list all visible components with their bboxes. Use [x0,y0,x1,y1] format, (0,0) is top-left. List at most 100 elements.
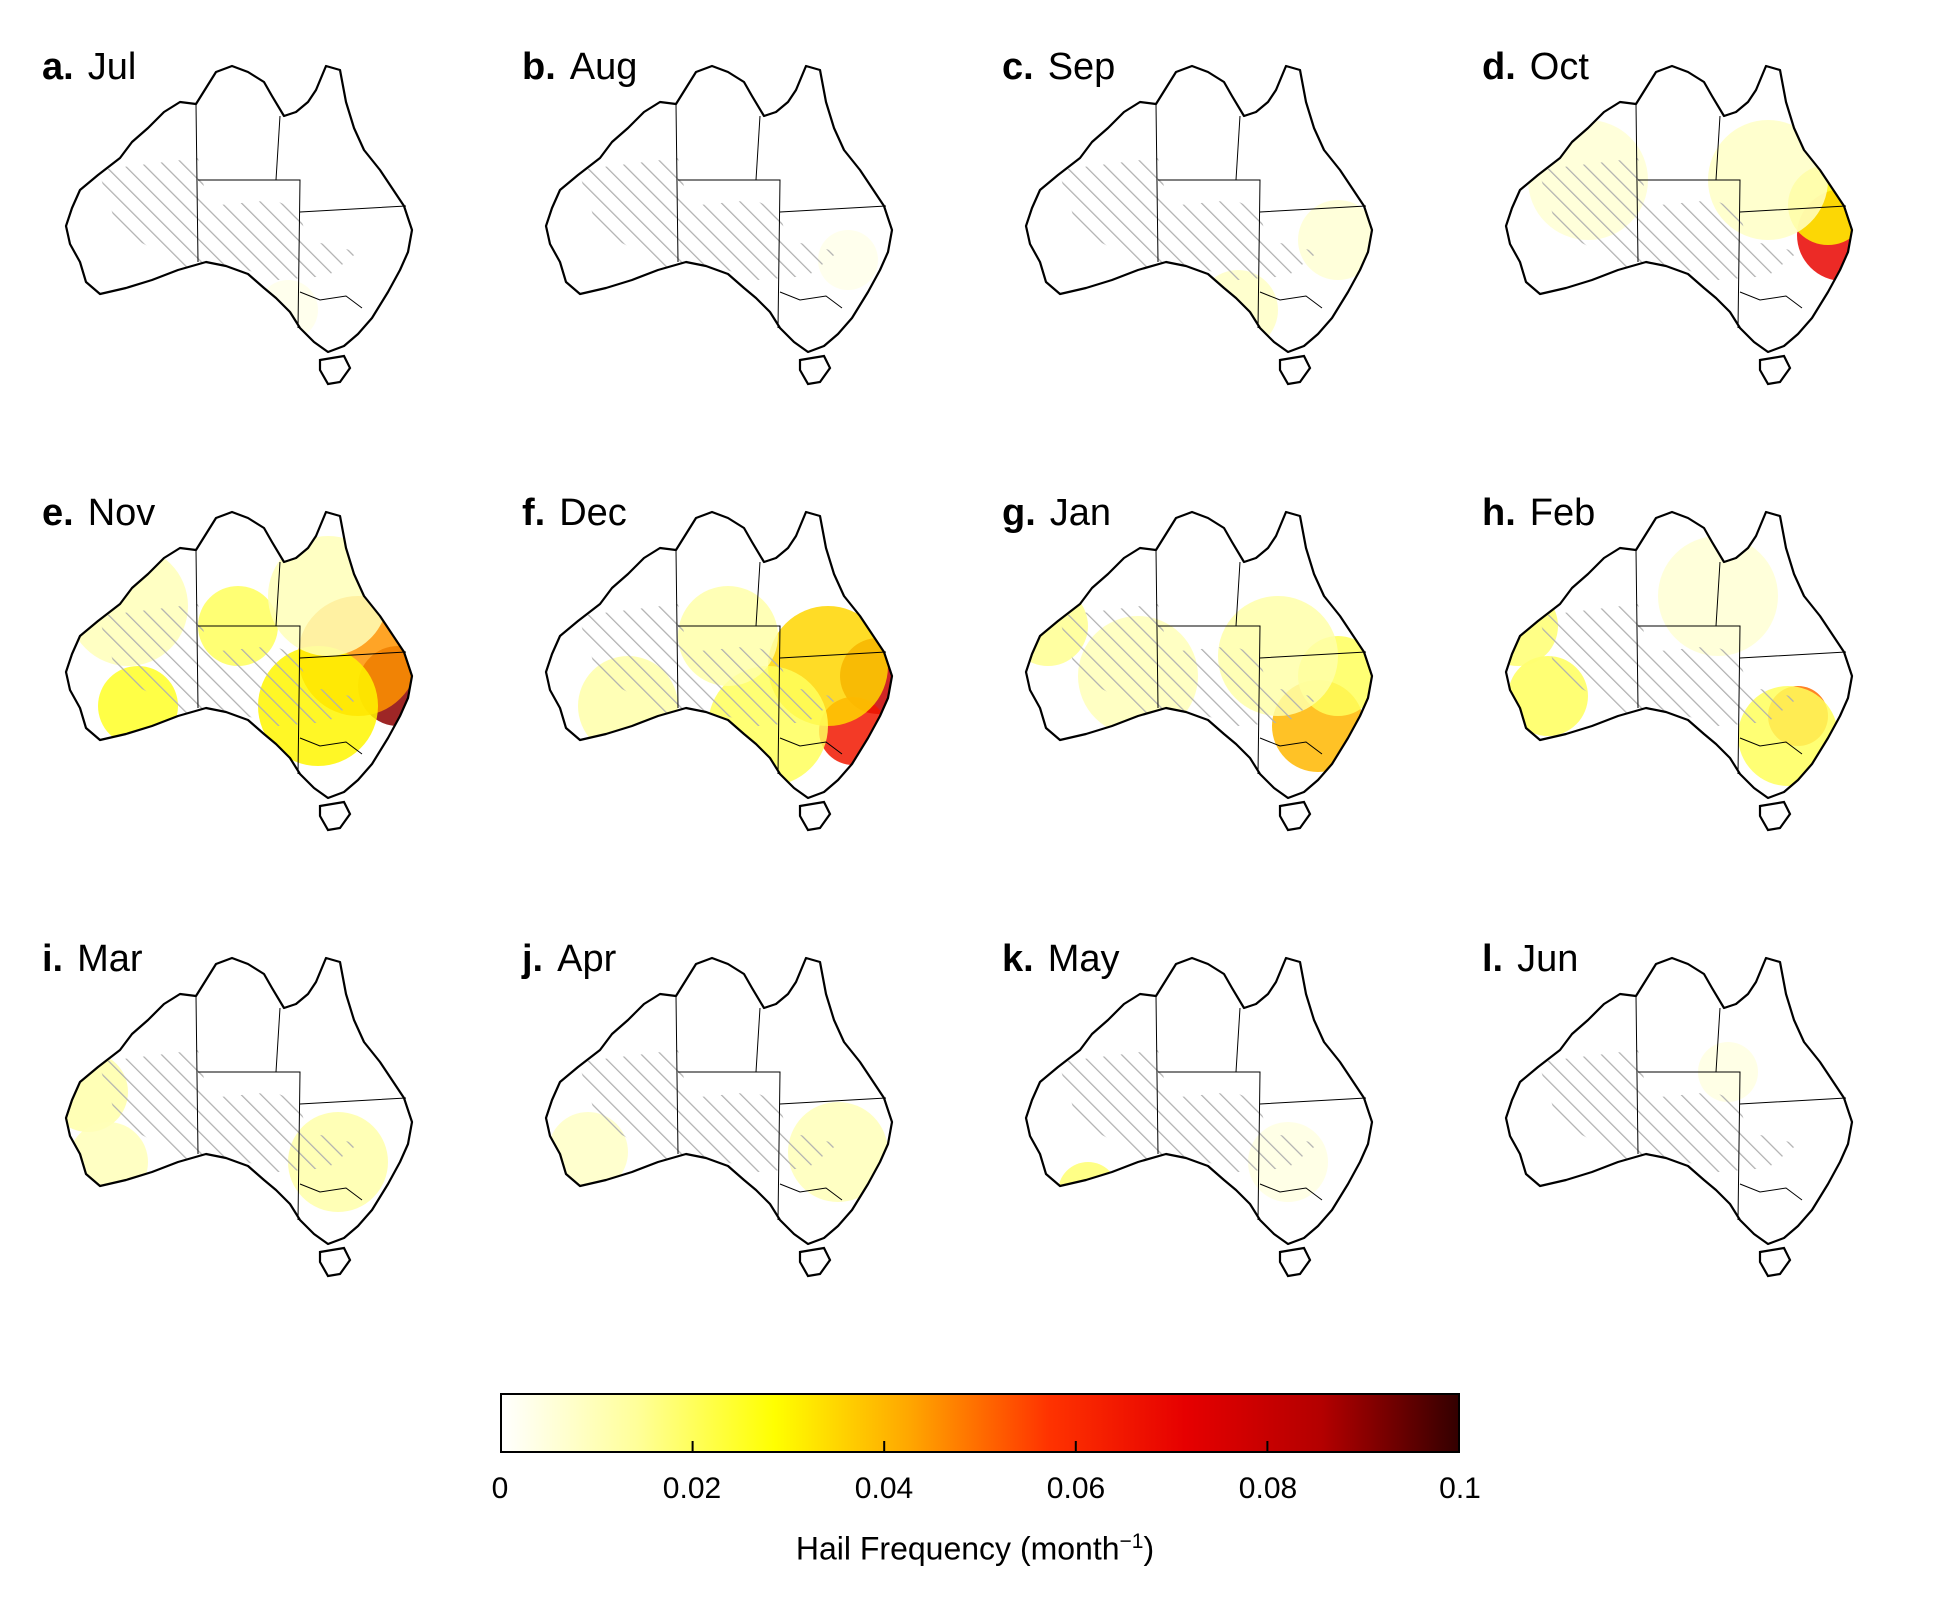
panel-letter: k. [1002,938,1034,980]
tasmania-outline [318,354,352,386]
hail-hotspot [1058,1162,1118,1222]
map-clip-group [548,1050,888,1202]
state-borders [1635,995,1847,1221]
panel-letter: j. [522,938,544,980]
hatched-region [1058,1050,1318,1172]
australia-outline [544,64,894,354]
state-borders [1155,103,1367,329]
panel-title: a. Jul [42,46,136,89]
hail-hotspot [1298,200,1372,280]
hail-hotspot [548,1112,628,1192]
state-borders [675,549,887,775]
panel-month: Sep [1047,46,1116,88]
map-panel: g. Jan [988,476,1468,916]
australia-outline [1504,510,1854,800]
map-clip-group [578,158,878,290]
tasmania-outline [1758,354,1792,386]
panel-month: May [1047,938,1120,980]
panel-title: f. Dec [522,492,627,535]
map-clip-group [1058,1050,1328,1222]
colorbar-tick-label: 0.08 [1238,1472,1298,1505]
state-borders [1155,995,1367,1221]
panel-month: Feb [1529,492,1596,534]
map-clip-group [68,536,412,766]
panel-title: e. Nov [42,492,155,535]
map-panel: d. Oct [1468,30,1948,470]
australia-map [1024,510,1374,832]
panel-letter: b. [522,46,556,88]
hatched-region [98,158,358,280]
hatched-region [1538,1050,1798,1172]
panel-month: Jan [1049,492,1112,534]
colorbar-tick-label: 0.02 [662,1472,722,1505]
panel-title: d. Oct [1482,46,1589,89]
map-clip-group [66,1050,388,1212]
tasmania-outline [798,1246,832,1278]
map-panel: b. Aug [508,30,988,470]
australia-map [544,64,894,386]
australia-map [1024,64,1374,386]
hail-hotspot [68,1122,148,1202]
state-borders [1635,103,1847,329]
panel-letter: e. [42,492,74,534]
map-clip-group [98,158,358,340]
panel-month: Jul [87,46,137,88]
map-panel: i. Mar [28,922,508,1362]
australia-map [64,64,414,386]
hail-hotspot [788,1102,888,1202]
map-panel: j. Apr [508,922,988,1362]
hatched-region [1058,158,1318,280]
panel-month: Mar [77,938,143,980]
panel-letter: h. [1482,492,1516,534]
colorbar [500,1393,1460,1453]
map-panel: l. Jun [1468,922,1948,1362]
hatched-region [578,604,838,726]
map-clip-group [1528,120,1852,281]
australia-outline [1024,64,1374,354]
colorbar-tickmarks [500,1441,1460,1453]
australia-map [64,510,414,832]
panel-title: c. Sep [1002,46,1115,89]
australia-outline [544,510,894,800]
tasmania-outline [1758,1246,1792,1278]
hail-hotspot [818,230,878,290]
map-panel: c. Sep [988,30,1468,470]
tasmania-outline [1278,354,1312,386]
map-panel: a. Jul [28,30,508,470]
hatched-region [1058,604,1318,726]
map-panel: h. Feb [1468,476,1948,916]
state-borders [1635,549,1847,775]
tasmania-outline [318,1246,352,1278]
colorbar-title-close: ) [1143,1530,1155,1567]
state-borders [195,995,407,1221]
panel-letter: c. [1002,46,1034,88]
tasmania-outline [318,800,352,832]
panel-title: b. Aug [522,46,637,89]
map-panel: k. May [988,922,1468,1362]
colorbar-tick-label: 0.06 [1046,1472,1106,1505]
panel-letter: l. [1482,938,1504,980]
panel-title: i. Mar [42,938,143,981]
tasmania-outline [1278,1246,1312,1278]
map-panel: e. Nov [28,476,508,916]
australia-outline [64,510,414,800]
panel-month: Nov [87,492,156,534]
australia-outline [544,956,894,1246]
australia-map [544,510,894,832]
state-borders [195,549,407,775]
state-borders [1155,549,1367,775]
panel-month: Dec [559,492,627,534]
state-borders [195,103,407,329]
colorbar-tick-label: 0.04 [854,1472,914,1505]
map-clip-group [1506,536,1838,786]
australia-outline [1024,510,1374,800]
map-clip-group [578,586,892,786]
hail-hotspot [1198,270,1278,350]
australia-map [544,956,894,1278]
australia-map [1504,956,1854,1278]
panel-letter: d. [1482,46,1516,88]
panel-letter: f. [522,492,546,534]
hatched-region [1538,158,1798,280]
australia-map [1504,64,1854,386]
